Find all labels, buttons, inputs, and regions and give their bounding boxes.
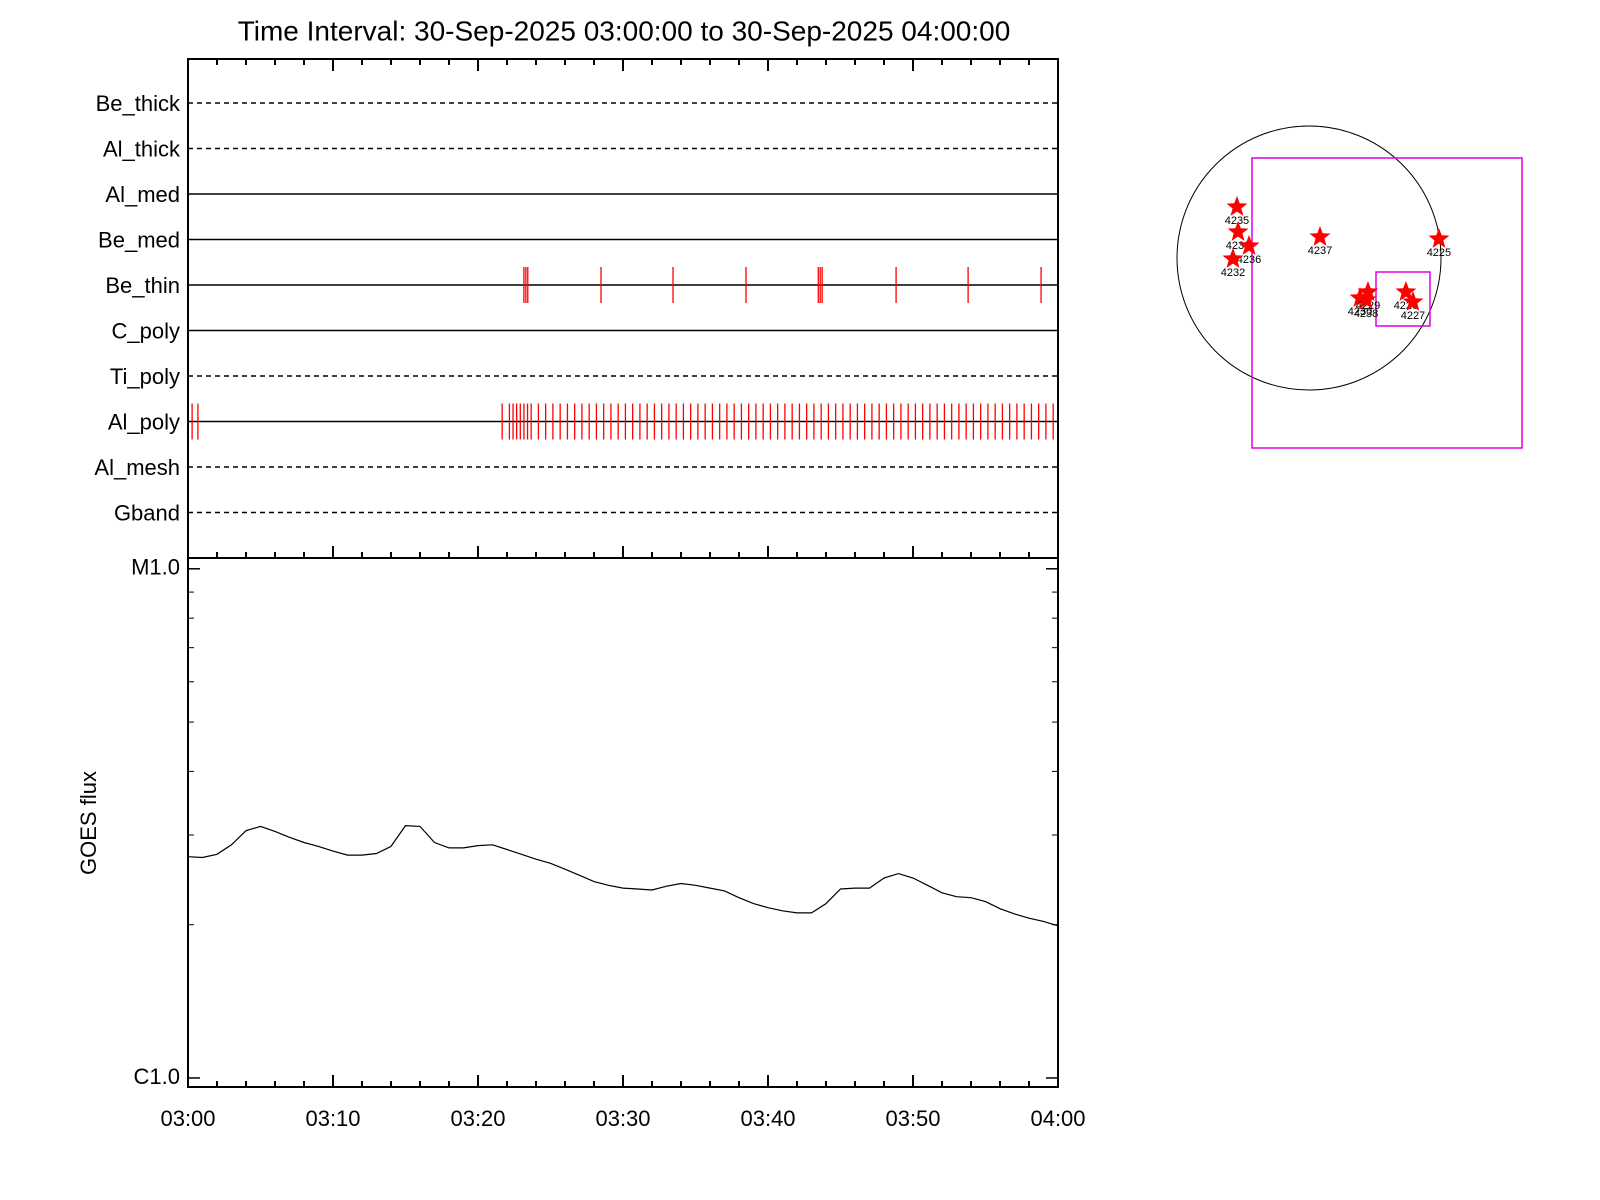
flux-line bbox=[187, 824, 1059, 927]
target-box bbox=[1375, 271, 1431, 327]
field-of-view bbox=[1251, 157, 1523, 449]
active-region-label: 4238 bbox=[1354, 308, 1378, 320]
x-tick-label: 03:20 bbox=[450, 1106, 505, 1131]
active-region-star bbox=[1428, 228, 1450, 248]
active-region-star bbox=[1222, 248, 1244, 268]
x-tick-label: 03:30 bbox=[595, 1106, 650, 1131]
y-tick-label: C1.0 bbox=[134, 1064, 180, 1089]
y-tick-label: M1.0 bbox=[131, 555, 180, 580]
x-tick-label: 03:50 bbox=[885, 1106, 940, 1131]
row-label: Al_thick bbox=[103, 136, 181, 161]
active-region-star bbox=[1227, 221, 1249, 241]
active-region-label: 4225 bbox=[1427, 247, 1451, 259]
active-region-label: 4237 bbox=[1308, 245, 1332, 257]
row-label: Al_poly bbox=[108, 409, 180, 434]
row-label: Ti_poly bbox=[110, 364, 180, 389]
x-tick-label: 03:40 bbox=[740, 1106, 795, 1131]
row-label: Be_med bbox=[98, 227, 180, 252]
x-tick-label: 03:10 bbox=[305, 1106, 360, 1131]
active-region-star bbox=[1238, 235, 1260, 255]
active-region-star bbox=[1355, 288, 1377, 309]
solar-disk bbox=[1176, 125, 1442, 391]
active-region-label: 4232 bbox=[1221, 267, 1245, 279]
active-region-label: 4230 bbox=[1348, 306, 1372, 318]
row-label: Al_med bbox=[105, 182, 180, 207]
row-label: Be_thick bbox=[96, 91, 181, 116]
row-label: Gband bbox=[114, 500, 180, 525]
x-tick-label: 04:00 bbox=[1030, 1106, 1085, 1131]
plot-frame bbox=[187, 557, 1059, 1088]
y-axis-label: GOES flux bbox=[76, 771, 101, 875]
plot-frame bbox=[187, 58, 1059, 559]
row-label: Be_thin bbox=[105, 273, 180, 298]
active-region-label: 4227 bbox=[1401, 310, 1425, 322]
active-region-star bbox=[1395, 281, 1417, 301]
x-tick-label: 03:00 bbox=[160, 1106, 215, 1131]
chart-title: Time Interval: 30-Sep-2025 03:00:00 to 3… bbox=[238, 15, 1011, 46]
active-region-star bbox=[1357, 281, 1379, 301]
active-region-label: 4236 bbox=[1237, 254, 1261, 266]
active-region-star bbox=[1309, 226, 1331, 246]
active-region-star bbox=[1226, 196, 1248, 216]
active-region-label: 4235 bbox=[1225, 215, 1249, 227]
row-label: C_poly bbox=[112, 318, 180, 343]
active-region-star bbox=[1402, 291, 1424, 311]
row-label: Al_mesh bbox=[94, 455, 180, 480]
